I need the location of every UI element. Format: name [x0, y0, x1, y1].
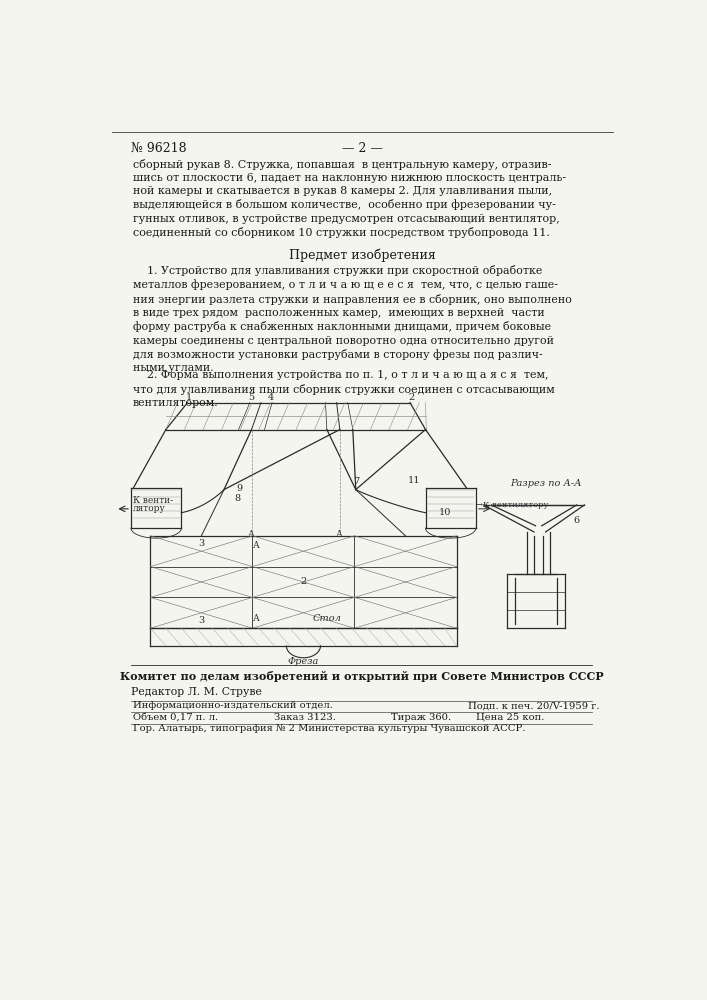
- Text: Цена 25 коп.: Цена 25 коп.: [476, 713, 544, 722]
- Text: 1: 1: [186, 393, 192, 402]
- Text: — 2 —: — 2 —: [341, 142, 382, 155]
- Text: Стол: Стол: [312, 614, 341, 623]
- Text: Гор. Алатырь, типография № 2 Министерства культуры Чувашской АССР.: Гор. Алатырь, типография № 2 Министерств…: [132, 724, 525, 733]
- Text: Разрез по А-А: Разрез по А-А: [510, 479, 581, 488]
- Text: 4: 4: [267, 393, 274, 402]
- Text: 3: 3: [198, 616, 204, 625]
- Text: 10: 10: [438, 508, 451, 517]
- Text: →К вентилятору: →К вентилятору: [476, 501, 548, 509]
- Text: К венти-: К венти-: [132, 496, 173, 505]
- Text: Объем 0,17 п. л.: Объем 0,17 п. л.: [132, 713, 218, 722]
- Text: 7: 7: [353, 477, 359, 486]
- Text: А: А: [248, 530, 255, 539]
- Text: 3: 3: [198, 539, 204, 548]
- Text: 9: 9: [236, 484, 243, 493]
- Text: Редактор Л. М. Струве: Редактор Л. М. Струве: [131, 687, 262, 697]
- Text: 2: 2: [409, 393, 415, 402]
- Text: А: А: [253, 541, 259, 550]
- Text: сборный рукав 8. Стружка, попавшая  в центральную камеру, отразив-
шись от плоск: сборный рукав 8. Стружка, попавшая в цен…: [132, 158, 566, 238]
- Text: Предмет изобретения: Предмет изобретения: [288, 249, 436, 262]
- Text: Комитет по делам изобретений и открытий при Совете Министров СССР: Комитет по делам изобретений и открытий …: [120, 671, 604, 682]
- Text: 6: 6: [573, 516, 580, 525]
- Text: 5: 5: [248, 393, 255, 402]
- Text: А: А: [253, 614, 259, 623]
- Text: Тираж 360.: Тираж 360.: [391, 713, 451, 722]
- Text: 8: 8: [234, 494, 240, 503]
- Text: Заказ 3123.: Заказ 3123.: [274, 713, 337, 722]
- Text: 1. Устройство для улавливания стружки при скоростной обработке
металлов фрезеров: 1. Устройство для улавливания стружки пр…: [132, 265, 571, 373]
- Text: Информационно-издательский отдел.: Информационно-издательский отдел.: [132, 701, 332, 710]
- Text: 2. Форма выполнения устройства по п. 1, о т л и ч а ю щ а я с я  тем,
что для ул: 2. Форма выполнения устройства по п. 1, …: [132, 370, 554, 408]
- Text: № 96218: № 96218: [131, 142, 187, 155]
- Text: А: А: [337, 530, 344, 539]
- Text: лятору: лятору: [132, 504, 165, 513]
- Text: 11: 11: [408, 476, 420, 485]
- Text: Подп. к печ. 20/V-1959 г.: Подп. к печ. 20/V-1959 г.: [468, 701, 600, 710]
- Text: Фреза: Фреза: [288, 657, 319, 666]
- Text: 2: 2: [300, 578, 307, 586]
